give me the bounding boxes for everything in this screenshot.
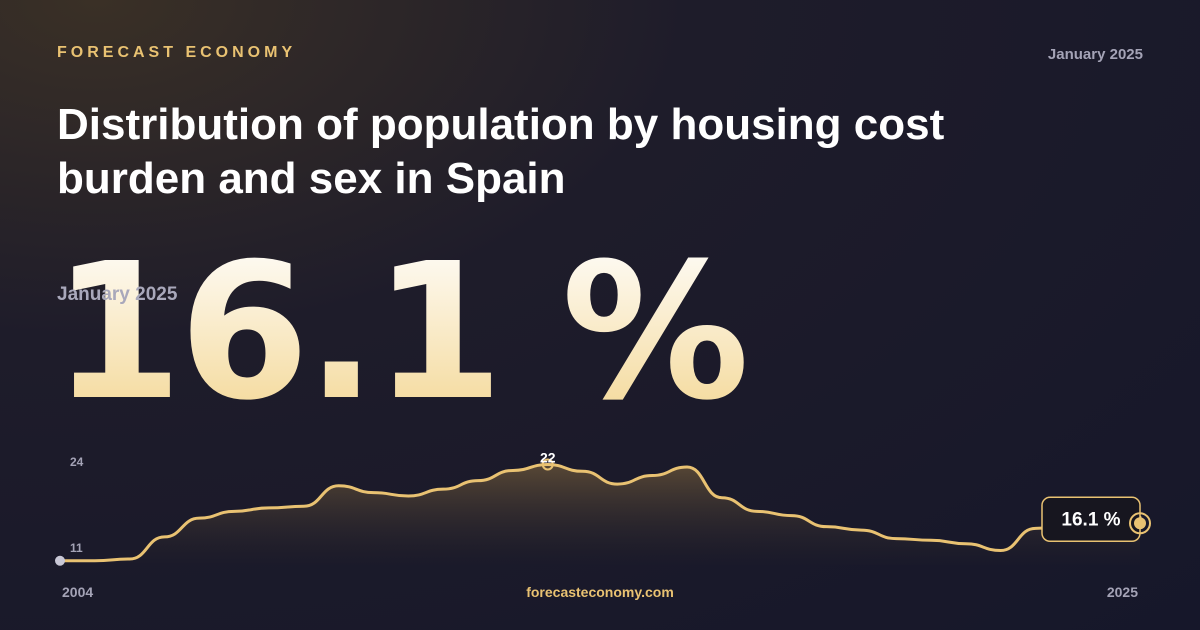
x-axis-end-label: 2025 (1106, 584, 1138, 600)
x-axis-start-label: 2004 (62, 584, 94, 600)
last-point (1134, 517, 1146, 530)
series-line (58, 462, 1142, 563)
y-tick-bottom: 11 (70, 541, 83, 555)
area-chart: 24 11 22 16.1 % (55, 449, 1151, 566)
start-point (55, 555, 65, 566)
last-value-label: 16.1 % (1061, 509, 1120, 530)
page-title: Distribution of population by housing co… (57, 100, 945, 203)
last-point-ring (1129, 512, 1151, 535)
max-value-label: 22 (540, 449, 556, 465)
headline-value: 16.1 % (52, 223, 750, 442)
max-point (541, 458, 554, 471)
site-link[interactable]: forecasteconomy.com (526, 584, 674, 600)
headline-date: January 2025 (57, 284, 178, 305)
series-area (60, 464, 1140, 565)
brand-name: FORECAST ECONOMY (57, 44, 297, 61)
y-tick-top: 24 (70, 455, 84, 469)
date-top: January 2025 (1047, 46, 1143, 63)
